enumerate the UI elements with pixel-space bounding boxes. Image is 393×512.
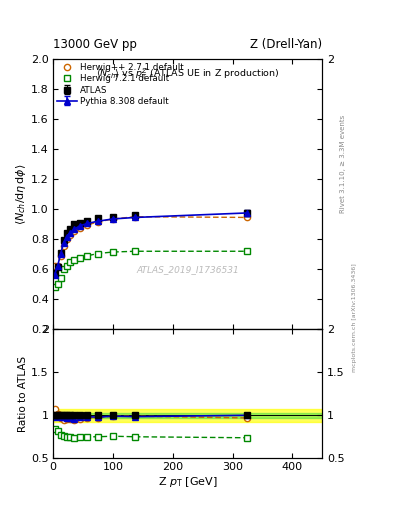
Herwig++ 2.7.1 default: [133, 214, 138, 220]
Herwig 7.2.1 default: [61, 266, 66, 272]
Herwig 7.2.1 default: [67, 259, 72, 265]
Herwig 7.2.1 default: [72, 257, 76, 263]
Herwig 7.2.1 default: [110, 249, 115, 255]
Legend: Herwig++ 2.7.1 default, Herwig 7.2.1 default, ATLAS, Pythia 8.308 default: Herwig++ 2.7.1 default, Herwig 7.2.1 def…: [56, 61, 185, 108]
Herwig++ 2.7.1 default: [245, 215, 250, 221]
Herwig++ 2.7.1 default: [55, 263, 60, 269]
Text: Z (Drell-Yan): Z (Drell-Yan): [250, 38, 322, 51]
Line: Herwig++ 2.7.1 default: Herwig++ 2.7.1 default: [51, 214, 251, 269]
Herwig++ 2.7.1 default: [110, 216, 115, 222]
Herwig++ 2.7.1 default: [61, 243, 66, 249]
Line: Herwig 7.2.1 default: Herwig 7.2.1 default: [51, 248, 251, 290]
Herwig 7.2.1 default: [55, 281, 60, 287]
Herwig 7.2.1 default: [85, 253, 90, 259]
Herwig 7.2.1 default: [78, 255, 83, 261]
Text: 13000 GeV pp: 13000 GeV pp: [53, 38, 137, 51]
Y-axis label: Ratio to ATLAS: Ratio to ATLAS: [18, 356, 28, 432]
Herwig++ 2.7.1 default: [67, 231, 72, 238]
Herwig++ 2.7.1 default: [78, 225, 83, 231]
Herwig++ 2.7.1 default: [64, 236, 69, 242]
Herwig 7.2.1 default: [95, 250, 100, 257]
Herwig++ 2.7.1 default: [85, 222, 90, 228]
Herwig 7.2.1 default: [245, 248, 250, 254]
Y-axis label: $\langle N_{ch}/\mathrm{d}\eta\,\mathrm{d}\phi\rangle$: $\langle N_{ch}/\mathrm{d}\eta\,\mathrm{…: [15, 163, 28, 225]
Bar: [53, 413, 322, 418]
Text: ATLAS_2019_I1736531: ATLAS_2019_I1736531: [136, 265, 239, 274]
Herwig++ 2.7.1 default: [95, 219, 100, 225]
Bar: [53, 409, 322, 422]
Text: mcplots.cern.ch [arXiv:1306.3436]: mcplots.cern.ch [arXiv:1306.3436]: [352, 263, 357, 372]
Herwig++ 2.7.1 default: [58, 253, 63, 259]
Herwig++ 2.7.1 default: [72, 228, 76, 234]
Herwig 7.2.1 default: [133, 248, 138, 254]
Text: $\langle N_{ch}\rangle$ vs $p_{\mathrm{T}}^{Z}$ (ATLAS UE in Z production): $\langle N_{ch}\rangle$ vs $p_{\mathrm{T…: [96, 67, 279, 82]
Herwig 7.2.1 default: [52, 284, 57, 290]
Text: Rivet 3.1.10, ≥ 3.3M events: Rivet 3.1.10, ≥ 3.3M events: [340, 115, 346, 213]
X-axis label: Z $p_{\mathrm{T}}$ [GeV]: Z $p_{\mathrm{T}}$ [GeV]: [158, 475, 217, 489]
Herwig 7.2.1 default: [58, 274, 63, 281]
Herwig++ 2.7.1 default: [52, 263, 57, 269]
Herwig 7.2.1 default: [64, 263, 69, 269]
